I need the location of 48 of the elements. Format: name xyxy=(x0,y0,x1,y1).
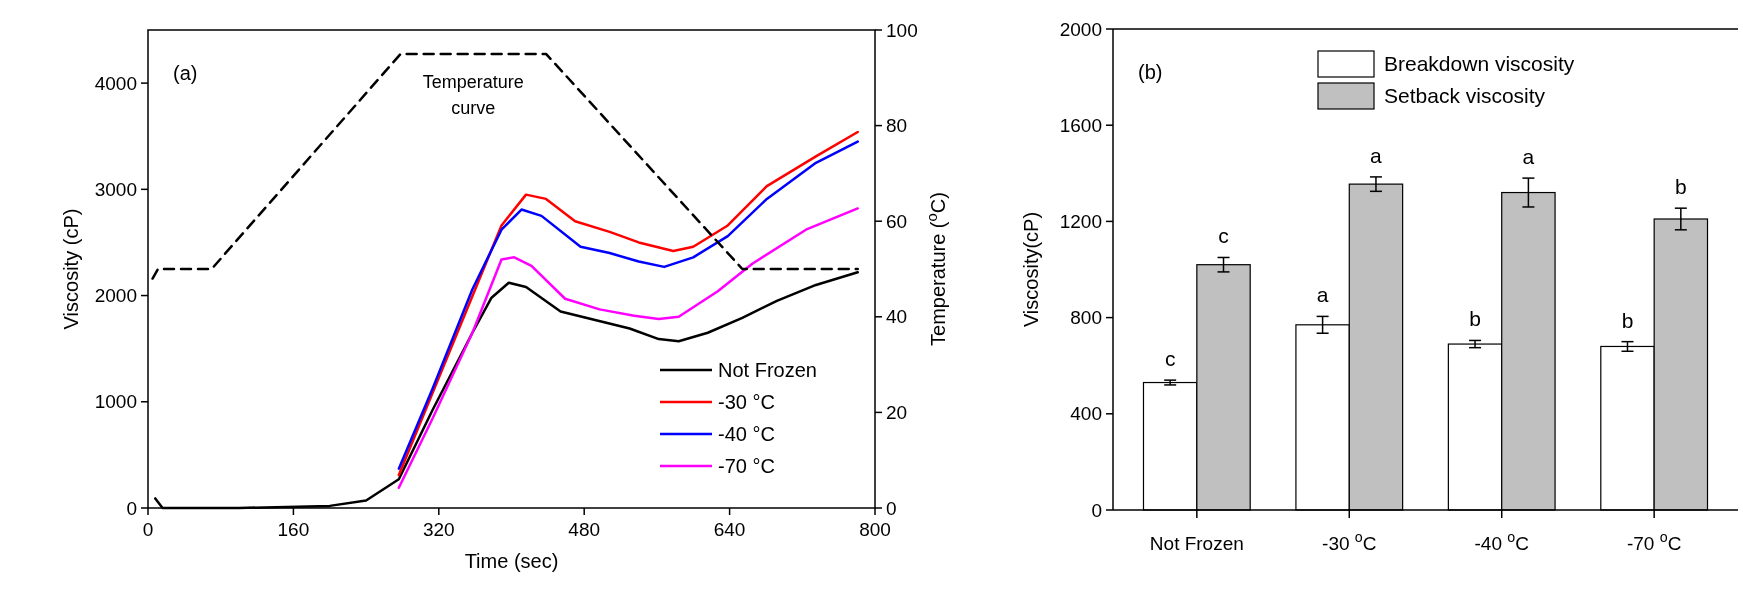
y-tick-label: 800 xyxy=(1070,307,1102,329)
y-tick-label: 1600 xyxy=(1059,114,1102,136)
y-tick-label: 4000 xyxy=(94,72,137,94)
data-label: b xyxy=(1621,308,1634,332)
y2-tick-label: 40 xyxy=(886,306,908,328)
y2-tick-label: 60 xyxy=(886,210,908,232)
y-tick-label: 3000 xyxy=(94,178,137,200)
data-label: a xyxy=(1522,145,1535,169)
y-tick-label: 2000 xyxy=(94,285,137,307)
y-axis-title: Viscosity (cP) xyxy=(60,208,82,330)
legend-label: Not Frozen xyxy=(718,359,817,381)
y-tick-label: 0 xyxy=(1091,499,1102,521)
data-label: c xyxy=(1218,224,1229,248)
legend-label: -40 °C xyxy=(718,423,775,445)
y-tick-label: 1000 xyxy=(94,391,137,413)
x-tick-label: 480 xyxy=(568,519,601,540)
x-tick-label: 160 xyxy=(277,519,310,540)
annotation: (a) xyxy=(173,62,198,84)
x-tick-label: 640 xyxy=(713,519,746,540)
y-axis-title: Viscosity(cP) xyxy=(1020,211,1042,328)
y2-tick-label: 80 xyxy=(886,115,908,137)
legend-label: Setback viscosity xyxy=(1384,84,1546,108)
data-label: a xyxy=(1370,143,1383,167)
y-tick-label: 1200 xyxy=(1059,211,1102,233)
legend-label: -70 °C xyxy=(718,455,775,477)
x-tick-label: 0 xyxy=(142,519,154,540)
x-tick-label: -30 $^{o}$C xyxy=(1322,529,1377,554)
x-tick-label: -40 $^{o}$C xyxy=(1474,529,1529,554)
y2-tick-label: 0 xyxy=(886,497,897,519)
x-tick-label: 320 xyxy=(422,519,455,540)
y-tick-label: 400 xyxy=(1070,403,1102,425)
data-label: b xyxy=(1674,175,1687,199)
y-tick-label: 0 xyxy=(126,497,137,519)
x-tick-label: 800 xyxy=(859,519,891,540)
annotation: (b) xyxy=(1138,61,1163,83)
data-label: c xyxy=(1164,347,1176,371)
x-axis-title: Time (sec) xyxy=(464,550,559,572)
legend-label: Breakdown viscosity xyxy=(1384,52,1575,76)
y-tick-label: 2000 xyxy=(1059,18,1102,40)
y2-tick-label: 20 xyxy=(886,402,908,424)
line-series xyxy=(397,207,859,490)
series-label: Temperature curve xyxy=(422,71,524,118)
x-tick-label: Not Frozen xyxy=(1149,533,1244,554)
y2-tick-label: 100 xyxy=(886,19,918,41)
data-label: a xyxy=(1316,283,1329,307)
data-label: b xyxy=(1469,307,1481,331)
x-tick-label: -70 $^{o}$C xyxy=(1626,529,1682,554)
legend-label: -30 °C xyxy=(718,391,775,413)
